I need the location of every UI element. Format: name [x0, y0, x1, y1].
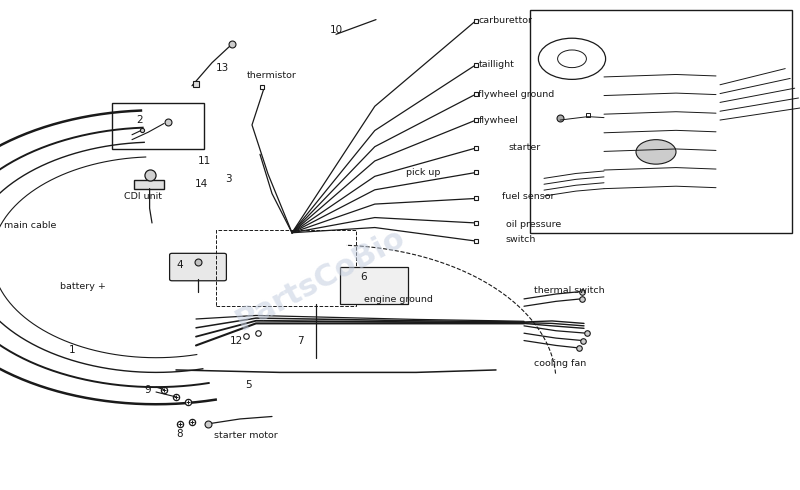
Text: thermal switch: thermal switch: [534, 286, 605, 294]
Text: flywheel: flywheel: [478, 116, 518, 124]
FancyBboxPatch shape: [170, 253, 226, 281]
Text: fuel sensor: fuel sensor: [502, 193, 555, 201]
Text: cooling fan: cooling fan: [534, 359, 586, 368]
Text: taillight: taillight: [478, 60, 514, 69]
Text: 2: 2: [137, 115, 143, 125]
Text: 10: 10: [330, 25, 342, 35]
Text: CDI unit: CDI unit: [124, 192, 162, 200]
Text: pick up: pick up: [406, 168, 441, 177]
Text: switch: switch: [506, 235, 536, 244]
Text: 4: 4: [177, 260, 183, 270]
Text: engine ground: engine ground: [364, 295, 433, 304]
Text: battery +: battery +: [60, 282, 106, 291]
Text: 3: 3: [225, 174, 231, 184]
Text: starter: starter: [508, 144, 540, 152]
Text: 14: 14: [195, 179, 208, 189]
Circle shape: [636, 140, 676, 164]
FancyBboxPatch shape: [340, 267, 408, 304]
Text: carburettor: carburettor: [478, 16, 533, 25]
Text: 6: 6: [361, 272, 367, 282]
Text: 5: 5: [245, 380, 251, 390]
Text: starter motor: starter motor: [214, 431, 278, 440]
Text: main cable: main cable: [4, 221, 56, 230]
Text: 1: 1: [69, 345, 75, 355]
Text: oil pressure: oil pressure: [506, 220, 561, 229]
Text: 11: 11: [198, 156, 210, 166]
FancyBboxPatch shape: [112, 103, 204, 149]
Text: 13: 13: [216, 63, 229, 73]
FancyBboxPatch shape: [530, 10, 792, 233]
Text: 9: 9: [145, 385, 151, 394]
Text: flywheel ground: flywheel ground: [478, 90, 554, 98]
Text: 8: 8: [177, 429, 183, 439]
FancyBboxPatch shape: [134, 180, 164, 189]
Text: thermistor: thermistor: [246, 72, 296, 80]
Text: 7: 7: [297, 336, 303, 345]
Text: 12: 12: [230, 336, 242, 345]
Text: PartsCoBio: PartsCoBio: [230, 222, 410, 336]
